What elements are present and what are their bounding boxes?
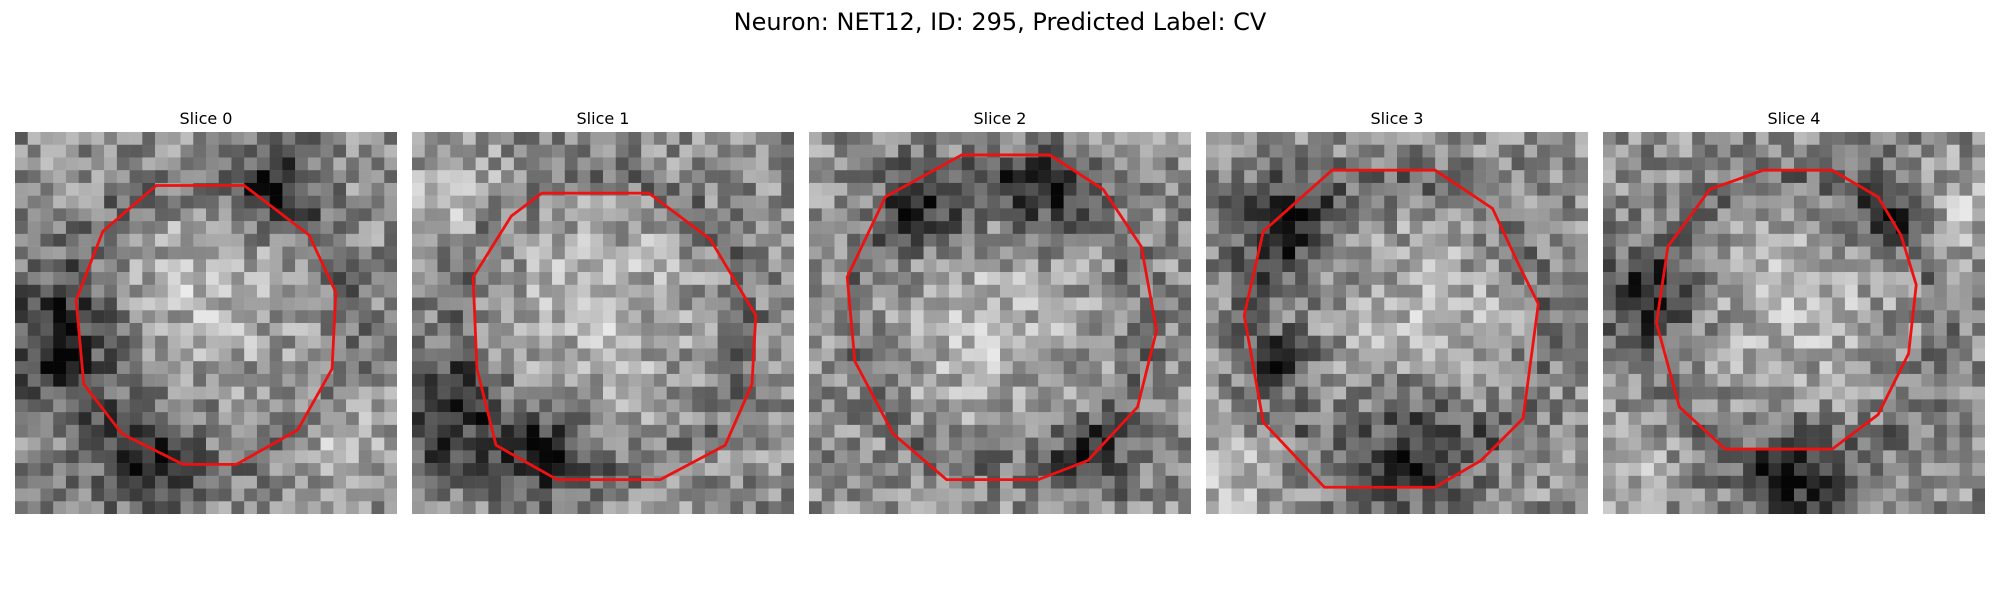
- slice-title-2: Slice 2: [973, 109, 1027, 128]
- slice-panel-4: Slice 4: [1603, 108, 1985, 514]
- slice-title-3: Slice 3: [1370, 109, 1424, 128]
- slice-image-2: [809, 132, 1191, 514]
- slice-image-1: [412, 132, 794, 514]
- contour-outline: [471, 191, 758, 482]
- slice-image-0: [15, 132, 397, 514]
- slice-panel-2: Slice 2: [809, 108, 1191, 514]
- contour-outline: [1242, 168, 1540, 489]
- slice-panel-1: Slice 1: [412, 108, 794, 514]
- figure-title: Neuron: NET12, ID: 295, Predicted Label:…: [733, 8, 1267, 36]
- slice-panel-3: Slice 3: [1206, 108, 1588, 514]
- slice-title-4: Slice 4: [1767, 109, 1821, 128]
- slice-title-1: Slice 1: [576, 109, 630, 128]
- slice-image-4: [1603, 132, 1985, 514]
- slice-panel-0: Slice 0: [15, 108, 397, 514]
- contour-outline: [1655, 168, 1918, 451]
- slice-image-3: [1206, 132, 1588, 514]
- contour-outline: [845, 153, 1159, 482]
- slice-title-0: Slice 0: [179, 109, 233, 128]
- contour-outline: [74, 184, 338, 466]
